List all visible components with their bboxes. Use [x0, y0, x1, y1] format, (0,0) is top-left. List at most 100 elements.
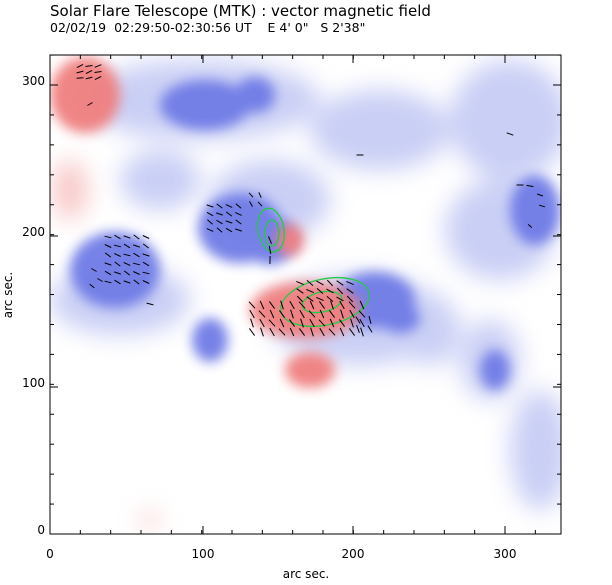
field-vector [216, 219, 223, 225]
field-vector [289, 327, 295, 337]
field-vector [259, 300, 265, 310]
field-vector [306, 288, 314, 294]
field-vector [355, 316, 361, 324]
field-vector [279, 318, 285, 328]
x-tick-label: 0 [46, 547, 54, 561]
field-vector [206, 211, 214, 217]
field-vector [104, 244, 112, 248]
x-tick-label: 100 [192, 547, 215, 561]
field-vector [310, 327, 314, 337]
y-tick-label: 0 [37, 523, 45, 537]
field-vector [104, 280, 112, 284]
field-vector [133, 271, 140, 275]
field-vector [104, 270, 112, 276]
field-vector [349, 309, 355, 319]
field-vector [336, 280, 344, 286]
field-vector [249, 309, 255, 319]
field-vector [296, 280, 304, 286]
field-vector [309, 300, 315, 310]
field-vector [338, 319, 346, 327]
x-tick-label: 300 [494, 547, 517, 561]
field-vector [298, 301, 306, 309]
contour-north-inner [264, 219, 280, 247]
field-vector [76, 70, 84, 74]
y-tick-label: 200 [22, 225, 45, 239]
field-vector [206, 204, 214, 208]
field-vector [258, 192, 262, 198]
field-vector [288, 319, 296, 327]
field-vector [326, 279, 334, 287]
transverse-field-vectors [76, 63, 546, 337]
field-vector [248, 192, 254, 198]
field-vector [259, 318, 265, 328]
field-vector [123, 253, 131, 257]
field-vector [329, 318, 335, 328]
field-vector [260, 327, 264, 337]
magnetogram-image [50, 55, 561, 534]
field-vector [537, 193, 543, 197]
field-vector [268, 319, 276, 327]
field-vector [336, 287, 344, 295]
field-vector [142, 243, 150, 249]
field-vector [306, 296, 314, 302]
field-vector [225, 220, 233, 224]
field-vector [76, 63, 84, 69]
field-vector [142, 235, 150, 239]
field-vector [113, 244, 122, 248]
field-vector [269, 309, 275, 319]
field-vector [248, 328, 256, 336]
field-vector [268, 246, 272, 254]
field-vector [123, 262, 131, 266]
field-vector [328, 328, 336, 336]
field-vector [249, 201, 253, 207]
field-vector [87, 102, 93, 106]
field-vector [257, 201, 263, 207]
field-vector [526, 184, 534, 188]
field-vector [328, 310, 336, 318]
field-vector [280, 300, 284, 310]
field-vector [225, 204, 233, 208]
field-vector [114, 261, 121, 267]
field-vector [316, 280, 324, 286]
field-vector [104, 235, 112, 239]
field-vector [94, 71, 102, 73]
field-vector [225, 227, 233, 233]
field-vector [207, 219, 213, 225]
field-vector [91, 268, 97, 272]
field-vector [268, 236, 272, 244]
field-vector [268, 301, 276, 309]
field-vector [318, 319, 326, 327]
field-vector [306, 280, 314, 286]
field-vector [89, 283, 95, 289]
field-vector [114, 234, 121, 240]
field-vector [133, 279, 140, 285]
field-vector [85, 65, 93, 67]
field-vector [235, 212, 242, 216]
field-vector [316, 288, 324, 294]
field-vector [85, 76, 93, 80]
field-vector [235, 203, 242, 209]
field-vector [123, 243, 131, 249]
field-vector [206, 228, 214, 232]
x-tick-label: 200 [342, 547, 365, 561]
field-vector [346, 295, 354, 303]
field-vector [296, 288, 304, 294]
field-vector [114, 271, 121, 275]
field-vector [114, 279, 121, 285]
field-vector [348, 301, 356, 309]
field-vector [290, 309, 294, 319]
flare-contours [256, 207, 370, 328]
field-vector [348, 328, 356, 336]
field-vector [360, 327, 364, 337]
x-axis-label: arc sec. [283, 567, 329, 581]
field-vector [346, 288, 354, 294]
field-vector [318, 301, 326, 309]
field-vector [326, 288, 334, 294]
field-vector [123, 280, 131, 284]
field-vector [278, 310, 286, 318]
field-vector [94, 75, 102, 81]
field-vector [258, 310, 266, 318]
field-vector [319, 309, 325, 319]
field-vector [527, 224, 533, 228]
field-vector [269, 327, 275, 337]
